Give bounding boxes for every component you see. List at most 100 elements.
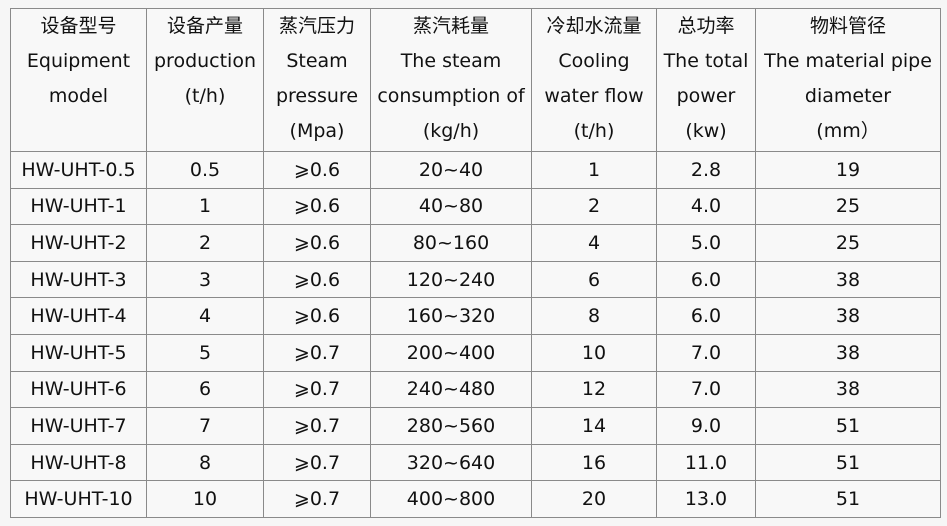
table-cell: HW-UHT-2 — [10, 224, 147, 262]
header-line: production — [153, 50, 257, 72]
table-cell: 160~320 — [370, 297, 532, 335]
table-cell: 6 — [146, 370, 264, 409]
table-cell: 120~240 — [370, 260, 532, 299]
table-row: HW-UHT-6 6 ⩾0.7 240~480 12 7.0 38 — [10, 370, 941, 409]
table-cell: HW-UHT-5 — [10, 333, 147, 372]
table-cell: 1 — [531, 151, 657, 189]
table-cell: HW-UHT-6 — [10, 370, 147, 409]
table-cell: 2 — [146, 224, 264, 262]
header-cell: 蒸汽耗量 The steam consumption of (kg/h) — [370, 8, 532, 152]
header-line: power — [676, 85, 736, 107]
table-row: HW-UHT-0.5 0.5 ⩾0.6 20~40 1 2.8 19 — [10, 151, 941, 189]
table-row: HW-UHT-10 10 ⩾0.7 400~800 20 13.0 51 — [10, 480, 941, 518]
header-line: pressure — [275, 85, 359, 107]
header-line: (kw) — [685, 120, 727, 142]
table-row: HW-UHT-1 1 ⩾0.6 40~80 2 4.0 25 — [10, 187, 941, 226]
header-line: 设备型号 — [40, 15, 117, 37]
table-cell: 320~640 — [370, 443, 532, 482]
table-cell: HW-UHT-4 — [10, 297, 147, 335]
header-line: The total — [663, 50, 749, 72]
header-line: consumption of — [377, 85, 525, 107]
table-cell: HW-UHT-8 — [10, 443, 147, 482]
header-line: 设备产量 — [166, 15, 243, 37]
table-cell: HW-UHT-0.5 — [10, 151, 147, 189]
header-cell: 总功率 The total power (kw) — [656, 8, 756, 152]
table-cell: HW-UHT-10 — [10, 480, 147, 518]
table-cell: 25 — [755, 187, 941, 226]
table-cell: 4.0 — [656, 187, 756, 226]
table-row: HW-UHT-2 2 ⩾0.6 80~160 4 5.0 25 — [10, 224, 941, 262]
table-cell: 25 — [755, 224, 941, 262]
table-cell: 9.0 — [656, 407, 756, 445]
table-cell: ⩾0.6 — [263, 297, 371, 335]
table-cell: 6.0 — [656, 297, 756, 335]
table-cell: 38 — [755, 260, 941, 299]
table-cell: 1 — [146, 187, 264, 226]
header-line: 蒸汽压力 — [278, 15, 355, 37]
table-cell: 40~80 — [370, 187, 532, 226]
table-cell: 7.0 — [656, 370, 756, 409]
table-cell: 2.8 — [656, 151, 756, 189]
table-cell: 4 — [531, 224, 657, 262]
header-line: model — [48, 85, 109, 107]
table-cell: 3 — [146, 260, 264, 299]
header-line: 物料管径 — [809, 15, 886, 37]
header-line: The material pipe — [764, 50, 932, 72]
header-line: water flow — [544, 85, 644, 107]
table-cell: 0.5 — [146, 151, 264, 189]
table-cell: ⩾0.7 — [263, 443, 371, 482]
table-cell: 5 — [146, 333, 264, 372]
table-cell: ⩾0.6 — [263, 187, 371, 226]
table-cell: 400~800 — [370, 480, 532, 518]
table-wrap: 设备型号 Equipment model 设备产量 production (t/h) 蒸汽压… — [10, 8, 941, 518]
table-cell: 51 — [755, 480, 941, 518]
header-cell: 设备产量 production (t/h) — [146, 8, 264, 152]
header-line: (t/h) — [184, 85, 226, 107]
table-cell: 13.0 — [656, 480, 756, 518]
table-cell: ⩾0.7 — [263, 407, 371, 445]
table-cell: 6.0 — [656, 260, 756, 299]
table-cell: 12 — [531, 370, 657, 409]
table-cell: 6 — [531, 260, 657, 299]
header-row: 设备型号 Equipment model 设备产量 production (t/h) 蒸汽压… — [10, 8, 941, 152]
header-line: diameter — [804, 85, 892, 107]
table-cell: 16 — [531, 443, 657, 482]
header-cell: 物料管径 The material pipe diameter (mm） — [755, 8, 941, 152]
header-line: 冷却水流量 — [546, 15, 642, 37]
table-cell: 240~480 — [370, 370, 532, 409]
table-cell: HW-UHT-1 — [10, 187, 147, 226]
table-cell: 11.0 — [656, 443, 756, 482]
table-cell: 10 — [146, 480, 264, 518]
table-cell: 14 — [531, 407, 657, 445]
table-cell: 80~160 — [370, 224, 532, 262]
header-line: Steam — [286, 50, 348, 72]
header-line: (kg/h) — [422, 120, 480, 142]
table-cell: 8 — [146, 443, 264, 482]
header-line: Cooling — [558, 50, 630, 72]
table-cell: ⩾0.6 — [263, 151, 371, 189]
header-cell: 冷却水流量 Cooling water flow (t/h) — [531, 8, 657, 152]
header-line: The steam — [400, 50, 502, 72]
table-cell: HW-UHT-7 — [10, 407, 147, 445]
table-cell: ⩾0.7 — [263, 480, 371, 518]
table-row: HW-UHT-4 4 ⩾0.6 160~320 8 6.0 38 — [10, 297, 941, 335]
table-cell: 38 — [755, 297, 941, 335]
table-cell: 2 — [531, 187, 657, 226]
table-cell: ⩾0.7 — [263, 333, 371, 372]
table-cell: 20 — [531, 480, 657, 518]
table-row: HW-UHT-5 5 ⩾0.7 200~400 10 7.0 38 — [10, 333, 941, 372]
spec-table: 设备型号 Equipment model 设备产量 production (t/h) 蒸汽压… — [10, 8, 941, 518]
table-cell: 200~400 — [370, 333, 532, 372]
table-cell: 7.0 — [656, 333, 756, 372]
table-row: HW-UHT-8 8 ⩾0.7 320~640 16 11.0 51 — [10, 443, 941, 482]
header-line: (Mpa) — [289, 120, 345, 142]
table-cell: 7 — [146, 407, 264, 445]
table-cell: 38 — [755, 370, 941, 409]
table-row: HW-UHT-7 7 ⩾0.7 280~560 14 9.0 51 — [10, 407, 941, 445]
table-cell: 10 — [531, 333, 657, 372]
table-cell: ⩾0.6 — [263, 224, 371, 262]
header-line: 蒸汽耗量 — [412, 15, 489, 37]
table-cell: 8 — [531, 297, 657, 335]
header-line: 总功率 — [677, 15, 735, 37]
